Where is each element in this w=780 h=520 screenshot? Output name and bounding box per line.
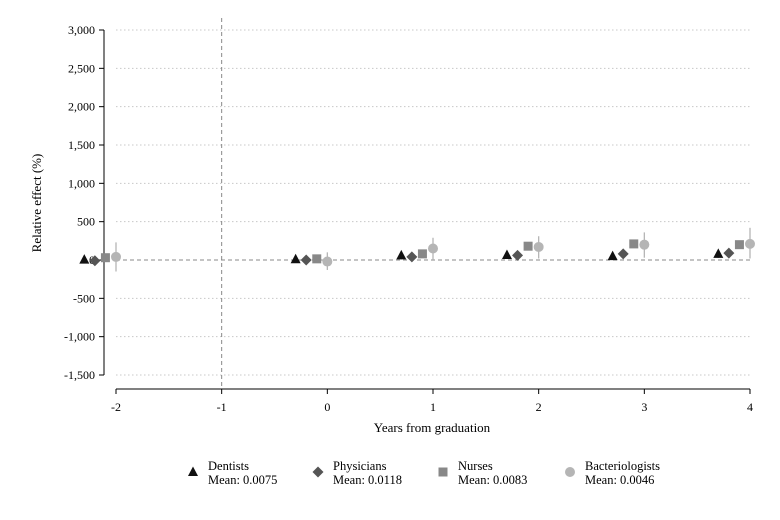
dentists-legend-marker xyxy=(188,466,198,476)
dentists-point xyxy=(79,254,90,264)
dentists-point xyxy=(396,249,407,260)
y-tick-label: 500 xyxy=(77,215,95,229)
axes xyxy=(99,29,751,394)
bacteriologists-legend-label: Bacteriologists xyxy=(585,459,660,473)
y-tick-label: 3,000 xyxy=(68,23,95,37)
reference-lines xyxy=(116,18,750,389)
physicians-point xyxy=(406,251,418,263)
nurses-legend-marker xyxy=(438,467,448,477)
y-tick-label: -500 xyxy=(73,291,95,305)
dentists-point xyxy=(290,253,301,264)
physicians-legend-mean: Mean: 0.0118 xyxy=(333,473,402,487)
bacteriologists-point xyxy=(322,256,333,267)
nurses-legend-mean: Mean: 0.0083 xyxy=(458,473,527,487)
physicians-point xyxy=(617,248,629,260)
y-tick-label: 1,500 xyxy=(68,138,95,152)
y-tick-label: 2,500 xyxy=(68,61,95,75)
x-tick-label: -2 xyxy=(111,400,121,414)
physicians-point xyxy=(89,255,101,267)
physicians-point xyxy=(300,254,312,266)
x-axis-title: Years from graduation xyxy=(374,420,491,435)
dentists-point xyxy=(713,248,724,258)
bacteriologists-point xyxy=(639,239,650,250)
nurses-point xyxy=(523,241,533,251)
x-tick-label: 4 xyxy=(747,400,753,414)
x-tick-label: 0 xyxy=(324,400,330,414)
bacteriologists-point xyxy=(428,243,438,254)
dentists-point xyxy=(607,250,618,261)
nurses-point xyxy=(312,254,322,264)
nurses-point xyxy=(100,253,110,263)
y-axis-title: Relative effect (%) xyxy=(29,154,44,253)
physicians-legend-label: Physicians xyxy=(333,459,387,473)
x-tick-label: 3 xyxy=(641,400,647,414)
y-tick-label: 1,000 xyxy=(68,176,95,190)
bacteriologists-point xyxy=(533,241,544,252)
x-tick-label: -1 xyxy=(217,400,227,414)
nurses-point xyxy=(629,239,639,249)
bacteriologists-point xyxy=(111,251,121,262)
dentists-point xyxy=(501,249,512,260)
tick-labels: 3,000 2,500 2,000 1,500 1,000 500 0 -500 -1,000 -… xyxy=(64,23,753,414)
y-tick-label: 2,000 xyxy=(68,100,95,114)
bacteriologists-legend-marker xyxy=(565,467,575,477)
nurses-point xyxy=(417,249,427,259)
x-tick-label: 2 xyxy=(536,400,542,414)
physicians-point xyxy=(723,247,735,259)
nurses-legend-label: Nurses xyxy=(458,459,493,473)
bacteriologists-legend-mean: Mean: 0.0046 xyxy=(585,473,654,487)
physicians-legend-marker xyxy=(312,466,324,478)
grid-lines xyxy=(116,29,750,376)
y-tick-label: -1,000 xyxy=(64,330,95,344)
y-tick-label: -1,500 xyxy=(64,368,95,382)
x-tick-label: 1 xyxy=(430,400,436,414)
physicians-point xyxy=(512,249,524,261)
dentists-legend-label: Dentists xyxy=(208,459,249,473)
dentists-legend-mean: Mean: 0.0075 xyxy=(208,473,277,487)
bacteriologists-point xyxy=(745,238,755,249)
data-points xyxy=(79,227,755,272)
nurses-point xyxy=(734,240,744,250)
